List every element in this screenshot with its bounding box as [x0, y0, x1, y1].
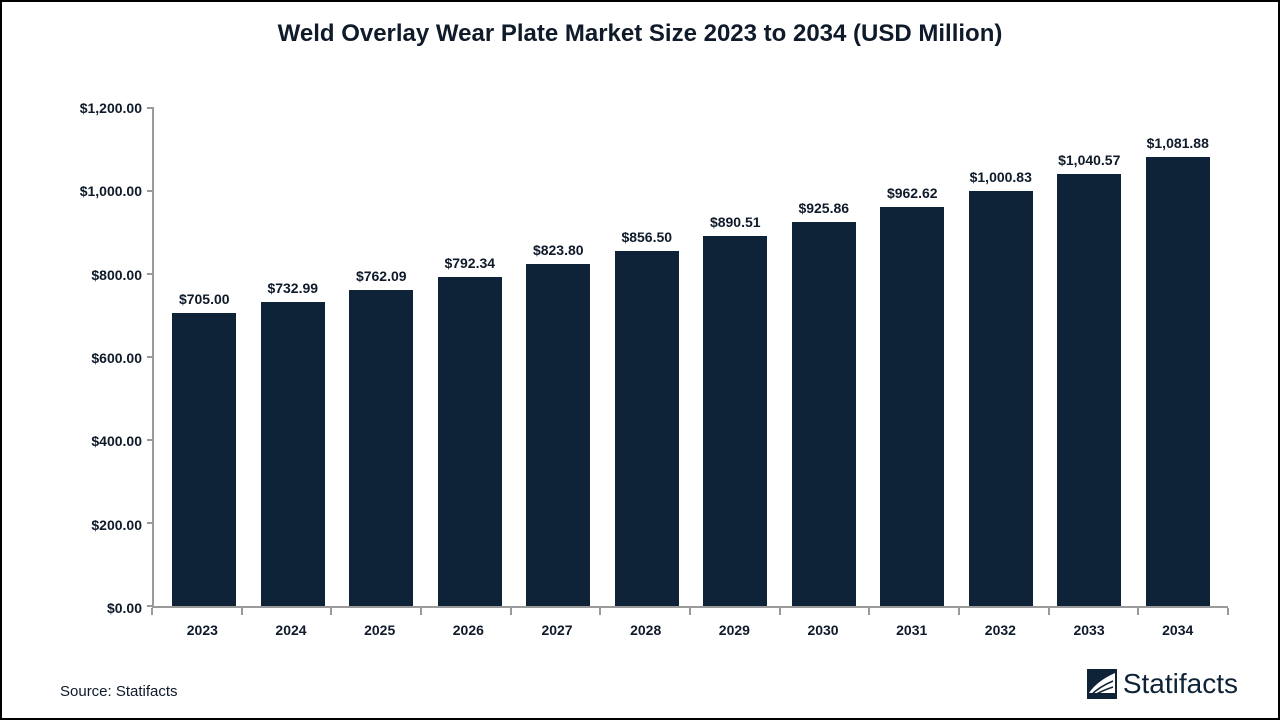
x-axis-label: 2031	[867, 622, 956, 638]
brand-logo: Statifacts	[1087, 668, 1238, 700]
x-axis-label: 2033	[1045, 622, 1134, 638]
x-tick-mark	[241, 608, 243, 615]
y-tick-label: $400.00	[91, 433, 142, 449]
x-tick-mark	[510, 608, 512, 615]
y-tick-label: $1,000.00	[80, 183, 142, 199]
y-tick-mark	[147, 273, 154, 275]
plot-area: $705.00 $732.99 $762.09 $792.34 $823.80 $856.…	[152, 108, 1228, 608]
x-axis-labels: 2023202420252026202720282029203020312032…	[152, 622, 1228, 638]
x-axis-label: 2027	[513, 622, 602, 638]
bar: $823.80	[526, 264, 590, 606]
x-axis-label: 2034	[1133, 622, 1222, 638]
bar: $792.34	[438, 277, 502, 606]
bar-slot: $1,040.57	[1045, 108, 1134, 606]
x-axis-label: 2032	[956, 622, 1045, 638]
bar: $705.00	[172, 313, 236, 606]
bar: $856.50	[615, 251, 679, 606]
bar-value-label: $1,040.57	[1058, 152, 1120, 168]
chart-frame: Weld Overlay Wear Plate Market Size 2023…	[0, 0, 1280, 720]
y-tick-label: $1,200.00	[80, 100, 142, 116]
x-tick-mark	[1227, 608, 1229, 615]
y-tick-label: $800.00	[91, 267, 142, 283]
bar-value-label: $1,081.88	[1147, 135, 1209, 151]
y-tick-mark	[147, 439, 154, 441]
bar-slot: $705.00	[160, 108, 249, 606]
bar: $732.99	[261, 302, 325, 606]
x-tick-mark	[779, 608, 781, 615]
y-tick-label: $600.00	[91, 350, 142, 366]
x-tick-mark	[420, 608, 422, 615]
bar-value-label: $856.50	[621, 229, 672, 245]
x-tick-mark	[330, 608, 332, 615]
x-axis-label: 2024	[247, 622, 336, 638]
x-tick-mark	[1137, 608, 1139, 615]
bar-value-label: $705.00	[179, 291, 230, 307]
x-tick-mark	[958, 608, 960, 615]
x-tick-mark	[689, 608, 691, 615]
statifacts-icon	[1087, 669, 1117, 699]
y-axis: $0.00$200.00$400.00$600.00$800.00$1,000.…	[42, 108, 152, 608]
x-axis-label: 2023	[158, 622, 247, 638]
bar-slot: $823.80	[514, 108, 603, 606]
bar-slot: $925.86	[780, 108, 869, 606]
bar-slot: $962.62	[868, 108, 957, 606]
bar-slot: $890.51	[691, 108, 780, 606]
x-axis-label: 2030	[779, 622, 868, 638]
bar-value-label: $792.34	[444, 255, 495, 271]
y-tick-mark	[147, 522, 154, 524]
x-tick-mark	[599, 608, 601, 615]
x-tick-mark	[151, 608, 153, 615]
bar-slot: $732.99	[249, 108, 338, 606]
x-axis-label: 2026	[424, 622, 513, 638]
y-tick-mark	[147, 356, 154, 358]
bar: $925.86	[792, 222, 856, 606]
y-tick-mark	[147, 605, 154, 607]
footer: Source: Statifacts Statifacts	[2, 668, 1278, 718]
chart-area: $0.00 $200.00 $400.00 $600.00 $800.00 $1,000.…	[42, 68, 1238, 658]
x-tick-mark	[868, 608, 870, 615]
y-tick-label: $0.00	[107, 600, 142, 616]
bar: $762.09	[349, 290, 413, 606]
x-axis-label: 2029	[690, 622, 779, 638]
bar-value-label: $823.80	[533, 242, 584, 258]
bar: $962.62	[880, 207, 944, 606]
chart-title: Weld Overlay Wear Plate Market Size 2023…	[2, 2, 1278, 48]
bar-value-label: $1,000.83	[970, 169, 1032, 185]
bar-value-label: $925.86	[798, 200, 849, 216]
bar: $890.51	[703, 236, 767, 606]
x-axis-label: 2025	[335, 622, 424, 638]
bars-container: $705.00 $732.99 $762.09 $792.34 $823.80 $856.…	[154, 108, 1228, 606]
bar: $1,000.83	[969, 191, 1033, 606]
bar-value-label: $762.09	[356, 268, 407, 284]
bar-slot: $792.34	[426, 108, 515, 606]
y-tick-label: $200.00	[91, 517, 142, 533]
y-tick-mark	[147, 190, 154, 192]
bar-value-label: $732.99	[267, 280, 318, 296]
bar-slot: $762.09	[337, 108, 426, 606]
bar-value-label: $890.51	[710, 214, 761, 230]
bar-value-label: $962.62	[887, 185, 938, 201]
bar-slot: $856.50	[603, 108, 692, 606]
brand-name: Statifacts	[1123, 668, 1238, 700]
x-axis-label: 2028	[601, 622, 690, 638]
bar-slot: $1,000.83	[957, 108, 1046, 606]
bar: $1,040.57	[1057, 174, 1121, 606]
bar-slot: $1,081.88	[1134, 108, 1223, 606]
x-tick-mark	[1048, 608, 1050, 615]
bar: $1,081.88	[1146, 157, 1210, 606]
source-text: Source: Statifacts	[60, 683, 178, 700]
y-tick-mark	[147, 107, 154, 109]
